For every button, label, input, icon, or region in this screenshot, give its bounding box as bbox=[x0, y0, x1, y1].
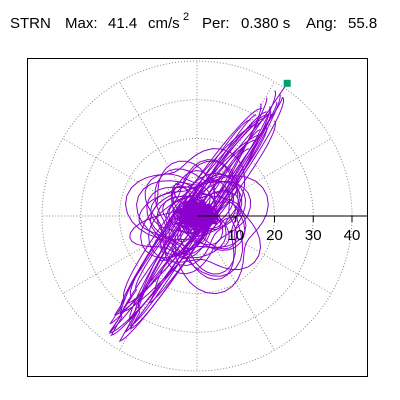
plot-frame bbox=[27, 58, 368, 377]
radial-tick-label-3: 40 bbox=[344, 227, 361, 244]
max-unit: cm/s bbox=[148, 15, 180, 32]
trace-segment-32 bbox=[124, 148, 246, 277]
grid-spoke-5 bbox=[62, 138, 164, 198]
motion-trace bbox=[108, 83, 288, 343]
trace-segment-38 bbox=[140, 160, 247, 259]
ang-value: 55.8 bbox=[348, 15, 378, 32]
trace-segment-13 bbox=[120, 120, 276, 313]
trace-segment-30 bbox=[173, 185, 242, 230]
per-label: Per: bbox=[202, 15, 230, 32]
trace-segment-41 bbox=[196, 83, 288, 217]
trace-segment-33 bbox=[144, 173, 243, 267]
peak-marker bbox=[283, 79, 291, 87]
grid-spoke-7 bbox=[62, 234, 164, 294]
trace-segment-24 bbox=[165, 189, 235, 260]
radial-ticks: 10 20 30 40 bbox=[227, 216, 360, 244]
grid-spoke-2 bbox=[215, 81, 275, 183]
radial-tick-label-2: 30 bbox=[305, 227, 322, 244]
max-label: Max: bbox=[65, 15, 98, 32]
trace-segment-36 bbox=[135, 175, 269, 295]
ang-label: Ang: bbox=[306, 15, 337, 32]
chart-header: STRN Max: 41.4 cm/s 2 Per: 0.380 s Ang: … bbox=[0, 0, 400, 50]
trace-segment-5 bbox=[110, 90, 276, 337]
grid-spoke-4 bbox=[119, 81, 179, 183]
max-value: 41.4 bbox=[108, 15, 138, 32]
trace-segment-9 bbox=[147, 136, 259, 305]
peak-marker-layer bbox=[283, 79, 291, 87]
per-value: 0.380 s bbox=[241, 15, 291, 32]
grid-spoke-10 bbox=[215, 249, 275, 351]
grid-spoke-1 bbox=[230, 138, 332, 198]
radial-tick-label-1: 20 bbox=[266, 227, 283, 244]
trace-segment-28 bbox=[150, 170, 224, 246]
radial-tick-label-0: 10 bbox=[227, 227, 244, 244]
trace-segment-34 bbox=[146, 172, 241, 281]
max-unit-exponent: 2 bbox=[183, 11, 190, 23]
trace-segment-12 bbox=[109, 97, 283, 333]
grid-spoke-11 bbox=[230, 234, 332, 294]
trace-segment-11 bbox=[125, 127, 268, 305]
trace-segment-4 bbox=[128, 114, 272, 322]
station-code: STRN bbox=[10, 15, 51, 32]
